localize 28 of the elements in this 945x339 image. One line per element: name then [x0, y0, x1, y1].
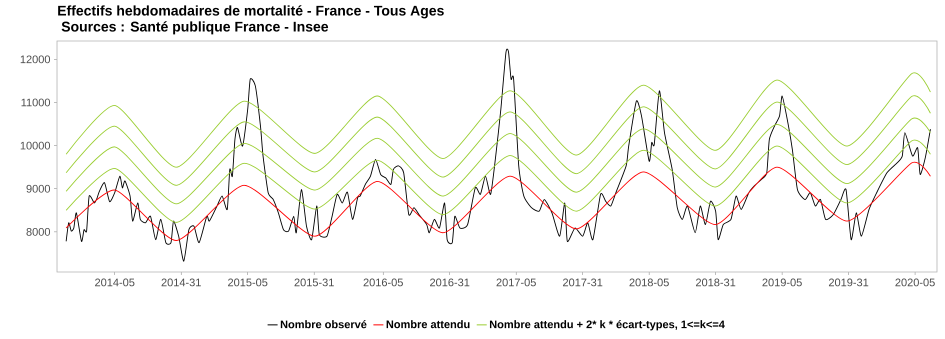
x-tick-label: 2014-05: [95, 278, 134, 286]
y-tick-label: 8000: [26, 228, 50, 236]
x-tick-label: 2018-31: [696, 278, 736, 286]
x-tick-label: 2014-31: [162, 278, 201, 286]
legend-label: Nombre attendu + 2* k * écart-types, 1<=k<=4: [490, 320, 725, 330]
x-tick-label: 2017-31: [563, 278, 602, 286]
x-tick-label: 2017-05: [496, 278, 536, 286]
x-tick-label: 2015-31: [294, 278, 334, 286]
legend-label: Nombre observé: [280, 320, 366, 328]
chart-subtitle: Sources : Santé publique France - Insee: [62, 21, 328, 34]
x-tick-label: 2016-31: [430, 278, 470, 286]
y-tick-label: 11000: [22, 98, 50, 106]
line-series: [66, 118, 931, 204]
line-series: [66, 72, 931, 168]
line-series: [66, 95, 931, 186]
x-tick-label: 2015-05: [228, 278, 268, 286]
x-tick-label: 2020-05: [895, 278, 935, 286]
y-tick-label: 12000: [20, 55, 50, 64]
x-tick-label: 2016-05: [364, 278, 403, 286]
chart-title: Effectifs hebdomadaires de mortalité - France - Tous Ages: [58, 5, 444, 18]
legend-label: Nombre attendu: [386, 320, 470, 328]
x-tick-label: 2019-31: [828, 278, 868, 286]
x-tick-label: 2019-05: [762, 278, 802, 286]
y-tick-label: 9000: [26, 184, 50, 193]
line-series: [66, 140, 931, 223]
x-tick-label: 2018-05: [630, 278, 669, 286]
y-tick-label: 10000: [20, 142, 50, 150]
line-series: [66, 162, 931, 241]
